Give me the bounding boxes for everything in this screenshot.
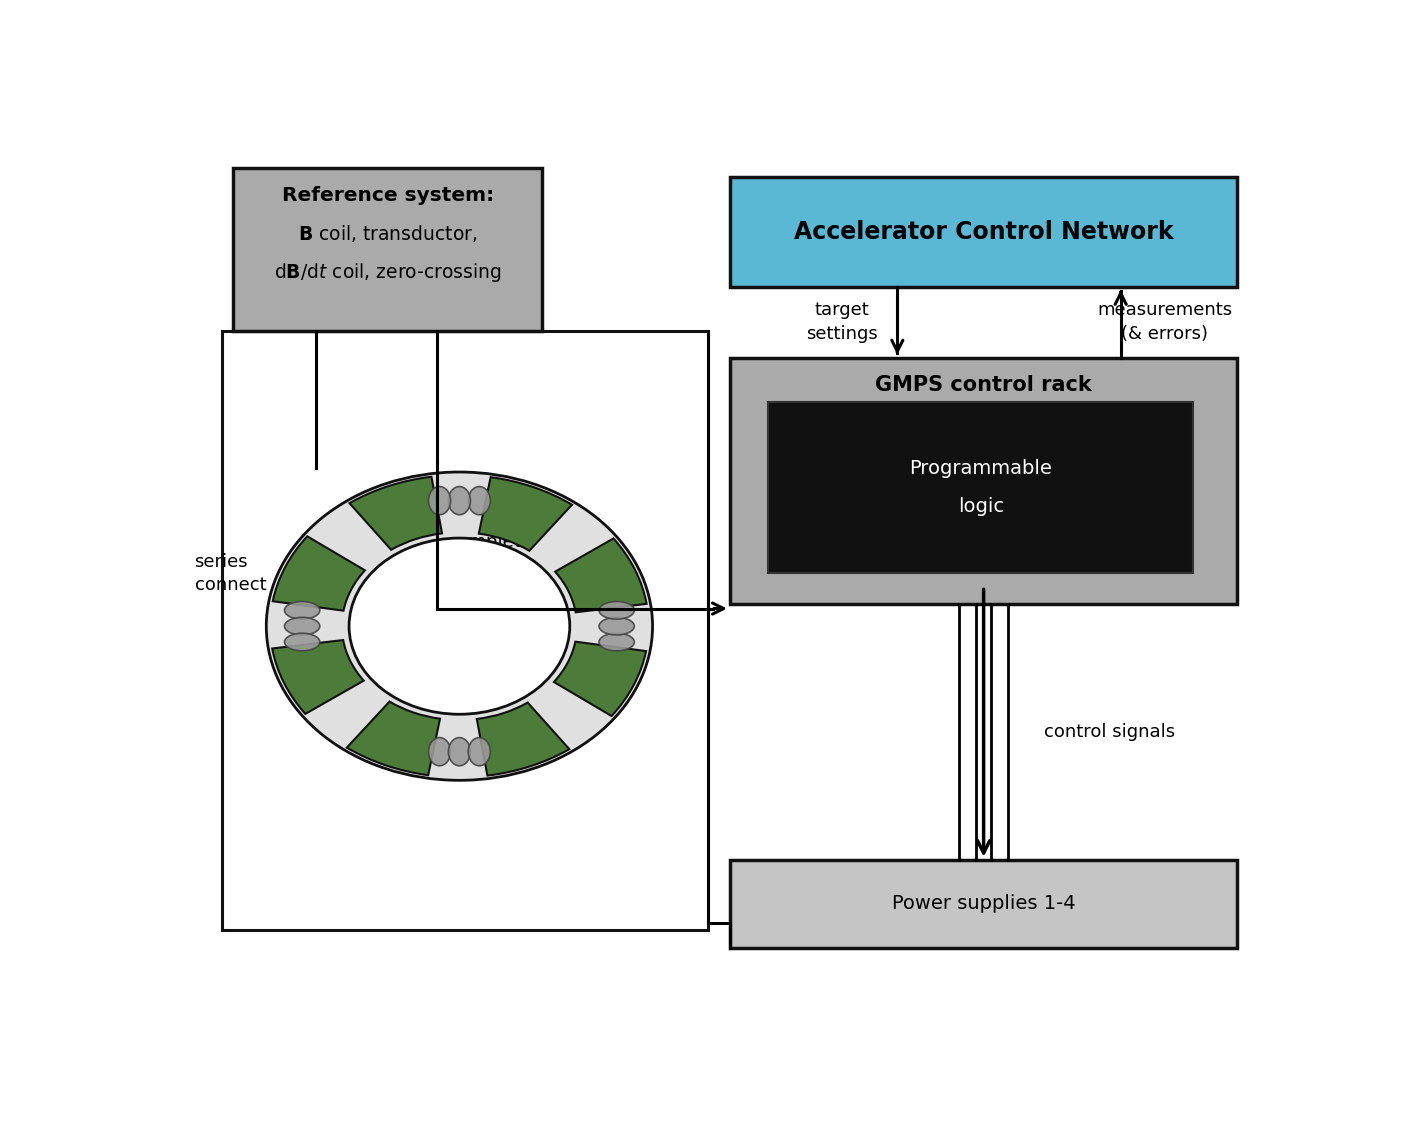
Wedge shape [478,477,572,550]
Ellipse shape [468,486,490,515]
Wedge shape [477,702,570,776]
Ellipse shape [449,486,470,515]
Text: Power supplies 1-4: Power supplies 1-4 [891,895,1075,913]
Text: d$\mathbf{B}$/d$t$ coil, zero-crossing: d$\mathbf{B}$/d$t$ coil, zero-crossing [273,261,501,284]
Ellipse shape [600,602,634,619]
Wedge shape [349,477,441,550]
Text: Reference system:: Reference system: [282,185,494,205]
FancyBboxPatch shape [769,402,1193,573]
Text: measurements
(& errors): measurements (& errors) [1098,302,1232,343]
Circle shape [349,538,570,714]
Wedge shape [272,639,363,714]
Ellipse shape [285,602,320,619]
Wedge shape [554,642,646,716]
Text: logic: logic [958,498,1004,516]
Ellipse shape [285,618,320,635]
Text: series
connect: series connect [195,553,266,594]
FancyBboxPatch shape [731,177,1237,287]
Circle shape [266,472,652,780]
Wedge shape [347,701,440,776]
Text: target
settings: target settings [806,302,879,343]
Text: $I_{\rm min}$, $I_{\rm max}$: $I_{\rm min}$, $I_{\rm max}$ [443,565,518,585]
Wedge shape [555,539,646,612]
FancyBboxPatch shape [222,331,708,930]
Ellipse shape [600,618,634,635]
Text: sampled: sampled [449,533,525,551]
Ellipse shape [600,634,634,651]
Wedge shape [273,537,365,611]
Text: control signals: control signals [1044,723,1175,741]
Text: Programmable: Programmable [910,459,1052,477]
Text: Accelerator Control Network: Accelerator Control Network [793,220,1173,244]
FancyBboxPatch shape [731,859,1237,947]
Ellipse shape [285,634,320,651]
FancyBboxPatch shape [731,357,1237,604]
Text: GMPS control rack: GMPS control rack [876,375,1092,395]
Ellipse shape [429,738,450,765]
Ellipse shape [449,738,470,765]
Ellipse shape [468,738,490,765]
FancyBboxPatch shape [234,168,543,331]
Ellipse shape [429,486,450,515]
Text: $\mathbf{B}$ coil, transductor,: $\mathbf{B}$ coil, transductor, [298,223,477,244]
